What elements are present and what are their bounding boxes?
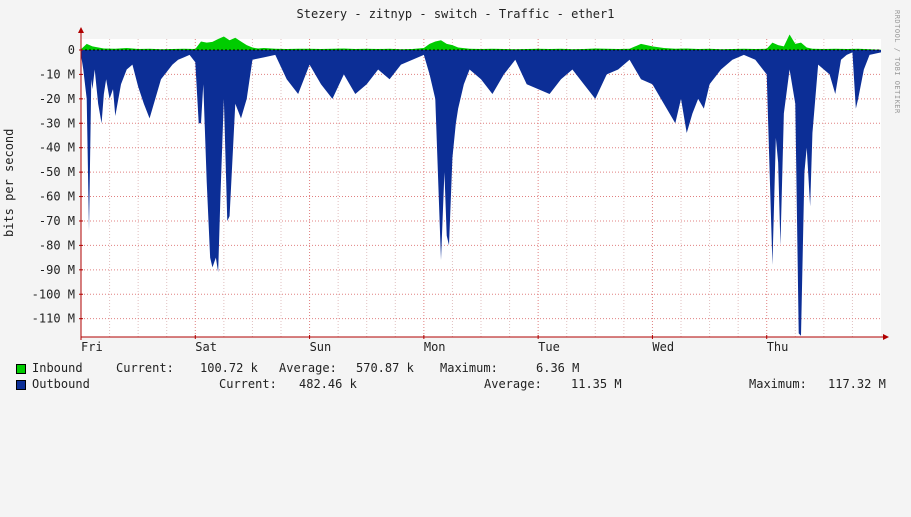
x-tick-label: Thu <box>767 340 789 354</box>
inbound-current-label: Current: <box>116 361 174 375</box>
y-tick-label: -60 M <box>39 190 75 204</box>
y-tick-label: -90 M <box>39 263 75 277</box>
y-tick-label: -70 M <box>39 214 75 228</box>
y-tick-label: -100 M <box>32 287 75 301</box>
inbound-current-value: 100.72 k <box>200 361 258 375</box>
x-tick-label: Mon <box>424 340 446 354</box>
legend-outbound-name: Outbound <box>32 377 90 391</box>
outbound-maximum-value: 117.32 M <box>828 377 886 391</box>
outbound-area <box>81 49 881 336</box>
inbound-average-label: Average: <box>279 361 337 375</box>
grid <box>80 39 881 337</box>
outbound-current-value: 482.46 k <box>299 377 357 391</box>
inbound-area <box>81 34 881 50</box>
x-tick-label: Sat <box>195 340 217 354</box>
rrdtool-watermark: RRDTOOL / TOBI OETIKER <box>893 10 901 114</box>
outbound-swatch <box>16 380 26 390</box>
chart-title: Stezery - zitnyp - switch - Traffic - et… <box>296 7 615 21</box>
inbound-average-value: 570.87 k <box>356 361 414 375</box>
axes <box>78 27 889 340</box>
y-tick-label: -10 M <box>39 67 75 81</box>
inbound-maximum-value: 6.36 M <box>536 361 580 375</box>
y-tick-label: -40 M <box>39 141 75 155</box>
traffic-chart: 0 -10 M -20 M -30 M -40 M -50 M -60 M -70 M -80 … <box>32 27 889 354</box>
inbound-maximum-label: Maximum: <box>440 361 498 375</box>
series-areas <box>81 34 881 336</box>
inbound-swatch <box>16 364 26 374</box>
y-tick-label: -20 M <box>39 92 75 106</box>
x-tick-label: Fri <box>81 340 103 354</box>
legend-row-outbound: Outbound Current: 482.46 k Average: 11.3… <box>16 377 896 393</box>
x-tick-labels: Fri Sat Sun Mon Tue Wed Thu <box>81 340 788 354</box>
y-tick-labels: 0 -10 M -20 M -30 M -40 M -50 M -60 M -70 M -80 … <box>32 43 75 326</box>
y-tick-label: 0 <box>68 43 75 57</box>
outbound-average-value: 11.35 M <box>571 377 622 391</box>
y-axis-arrow <box>78 27 84 33</box>
outbound-maximum-label: Maximum: <box>749 377 807 391</box>
legend: Inbound Current: 100.72 k Average: 570.8… <box>16 361 896 393</box>
outbound-current-label: Current: <box>219 377 277 391</box>
x-tick-label: Wed <box>652 340 674 354</box>
x-tick-label: Sun <box>310 340 332 354</box>
y-tick-label: -110 M <box>32 312 75 326</box>
y-tick-label: -30 M <box>39 116 75 130</box>
legend-inbound-name: Inbound <box>32 361 83 375</box>
x-axis-arrow <box>883 334 889 340</box>
y-tick-label: -50 M <box>39 165 75 179</box>
outbound-average-label: Average: <box>484 377 542 391</box>
y-tick-label: -80 M <box>39 238 75 252</box>
legend-row-inbound: Inbound Current: 100.72 k Average: 570.8… <box>16 361 896 377</box>
x-tick-label: Tue <box>538 340 560 354</box>
